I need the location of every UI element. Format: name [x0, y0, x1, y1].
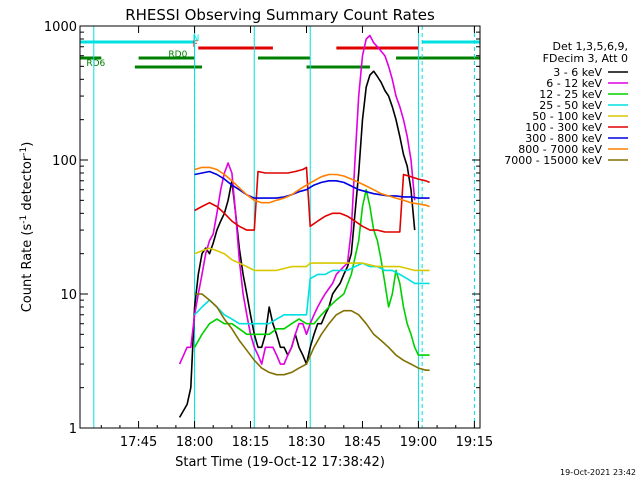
- legend-label-1: 6 - 12 keV: [546, 77, 602, 90]
- x-tick-label-5: 19:00: [400, 435, 437, 450]
- flag-label-f: F: [193, 40, 198, 50]
- flag-label-rd0: RD0: [168, 50, 187, 60]
- y-tick-label-0: 1: [69, 422, 77, 437]
- y-tick-label-2: 100: [52, 154, 77, 169]
- flag-label-n: N: [193, 34, 200, 44]
- legend-label-5: 100 - 300 keV: [525, 121, 602, 134]
- series-line-6: [194, 170, 430, 199]
- timestamp: 19-Oct-2021 23:42: [560, 468, 636, 477]
- legend-label-2: 12 - 25 keV: [539, 88, 602, 101]
- plot-frame: [79, 25, 481, 429]
- x-tick-label-2: 18:15: [232, 435, 269, 450]
- series-line-7: [194, 166, 430, 208]
- x-axis-ticks: 17:45 18:00 18:15 18:30 18:45 19:00 19:15: [100, 26, 493, 450]
- x-tick-label-3: 18:30: [288, 435, 325, 450]
- chart-title: RHESSI Observing Summary Count Rates: [125, 6, 435, 24]
- flag-label-rd6: RD6: [86, 59, 105, 69]
- x-axis-label: Start Time (19-Oct-12 17:38:42): [175, 455, 385, 470]
- series-line-5: [194, 166, 430, 233]
- series-line-0: [178, 70, 416, 418]
- y-tick-label-3: 1000: [44, 20, 77, 35]
- legend-label-0: 3 - 6 keV: [553, 66, 602, 79]
- x-tick-label-4: 18:45: [344, 435, 381, 450]
- legend-label-3: 25 - 50 keV: [539, 99, 602, 112]
- legend-label-6: 300 - 800 keV: [525, 132, 602, 145]
- x-tick-label-1: 18:00: [176, 435, 213, 450]
- legend-header-0: Det 1,3,5,6,9,: [552, 40, 628, 53]
- x-tick-label-6: 19:15: [456, 435, 493, 450]
- series-line-8: [194, 293, 430, 376]
- legend-label-4: 50 - 100 keV: [532, 110, 602, 123]
- legend-label-7: 800 - 7000 keV: [518, 143, 602, 156]
- y-tick-label-1: 10: [60, 288, 77, 303]
- series-line-3: [194, 262, 430, 325]
- series-line-2: [193, 188, 430, 356]
- legend: Det 1,3,5,6,9,FDecim 3, Att 03 - 6 keV6 …: [504, 40, 628, 167]
- y-axis-label: Count Rate (s-1 detector-1): [19, 142, 35, 313]
- flag-bars: NF RD0 RD6: [80, 34, 480, 69]
- legend-label-8: 7000 - 15000 keV: [504, 154, 602, 167]
- y-axis-ticks: 1 10 100 1000: [44, 20, 480, 437]
- legend-header-1: FDecim 3, Att 0: [543, 52, 628, 65]
- series-line-4: [194, 247, 430, 272]
- x-tick-label-0: 17:45: [120, 435, 157, 450]
- series-lines: [178, 34, 430, 418]
- series-line-1: [178, 34, 416, 365]
